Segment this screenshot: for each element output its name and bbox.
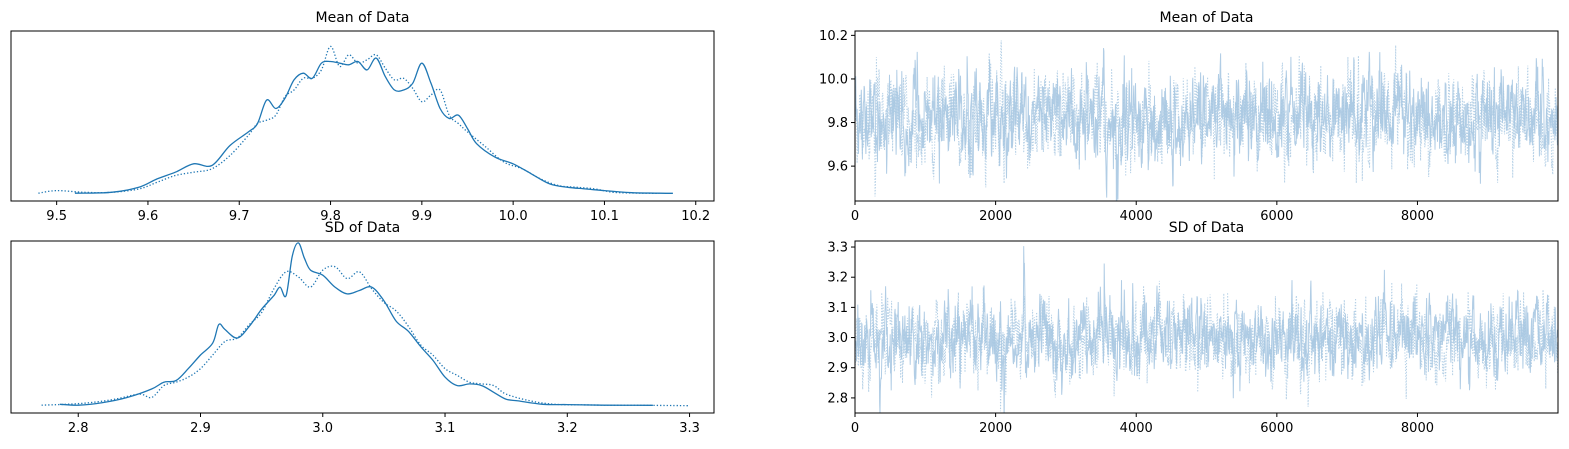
trace-line-chain-2: [855, 40, 1558, 197]
x-tick-label: 4000: [1120, 209, 1153, 224]
kde-line-chain-1: [59, 242, 653, 406]
sd-kde-panel: SD of Data 2.8 2.9 3.0 3.1 3.2 3.3: [10, 220, 715, 436]
x-tick-label: 9.8: [320, 209, 341, 224]
x-tick-label: 3.3: [679, 421, 700, 436]
x-tick-label: 2.9: [190, 421, 211, 436]
y-tick-label: 3.1: [827, 301, 848, 316]
x-tick-label: 3.1: [435, 421, 456, 436]
trace-line-chain-2: [855, 280, 1558, 412]
axes-frame: [854, 240, 1559, 414]
x-tick-label: 9.6: [138, 209, 159, 224]
x-tick-label: 0: [851, 421, 859, 436]
sd-trace-panel: SD of Data 2.8 2.9 3.0 3.1 3.2 3.3 0 2000 4000 600…: [827, 220, 1559, 436]
mean-kde-panel: Mean of Data 9.5 9.6 9.7 9.8 9.9 10.0 10.1 10.2: [10, 10, 715, 224]
x-tick-label: 8000: [1401, 421, 1434, 436]
y-tick-label: 3.2: [827, 271, 848, 286]
y-tick-label: 9.6: [827, 160, 848, 175]
x-tick-label: 10.0: [499, 209, 528, 224]
panel-title: Mean of Data: [316, 10, 410, 26]
y-tick-label: 2.9: [827, 361, 848, 376]
kde-line-chain-1: [74, 57, 673, 194]
panel-title: SD of Data: [1169, 220, 1245, 236]
x-tick-label: 8000: [1401, 209, 1434, 224]
x-tick-label: 10.1: [590, 209, 619, 224]
x-tick-label: 2.8: [68, 421, 89, 436]
x-tick-label: 2000: [979, 421, 1012, 436]
plot-area: [38, 45, 673, 194]
kde-line-chain-2: [38, 45, 660, 194]
x-tick-label: 6000: [1260, 421, 1293, 436]
x-tick-label: 9.5: [46, 209, 67, 224]
y-tick-label: 9.8: [827, 116, 848, 131]
plot-area: [855, 246, 1558, 413]
panel-title: Mean of Data: [1160, 10, 1254, 26]
y-tick-label: 10.0: [819, 72, 848, 87]
x-tick-label: 3.2: [557, 421, 578, 436]
axes-frame: [10, 240, 715, 414]
kde-line-chain-2: [41, 265, 690, 407]
panel-title: SD of Data: [325, 220, 401, 236]
plot-area: [855, 40, 1558, 201]
axes-frame: [10, 30, 715, 202]
y-tick-label: 3.3: [827, 241, 848, 256]
x-tick-label: 9.9: [412, 209, 433, 224]
x-tick-label: 0: [851, 209, 859, 224]
y-tick-label: 10.2: [819, 29, 848, 44]
x-tick-label: 9.7: [229, 209, 250, 224]
x-tick-label: 6000: [1260, 209, 1293, 224]
x-tick-label: 2000: [979, 209, 1012, 224]
x-tick-label: 4000: [1120, 421, 1153, 436]
trace-line-chain-1: [855, 48, 1558, 201]
plot-area: [41, 242, 690, 407]
x-tick-label: 3.0: [312, 421, 333, 436]
axes-frame: [854, 30, 1559, 202]
y-tick-label: 3.0: [827, 331, 848, 346]
y-tick-label: 2.8: [827, 391, 848, 406]
x-tick-label: 10.2: [681, 209, 710, 224]
mean-trace-panel: Mean of Data 9.6 9.8 10.0 10.2 0 2000 4000 6000 8…: [819, 10, 1559, 224]
